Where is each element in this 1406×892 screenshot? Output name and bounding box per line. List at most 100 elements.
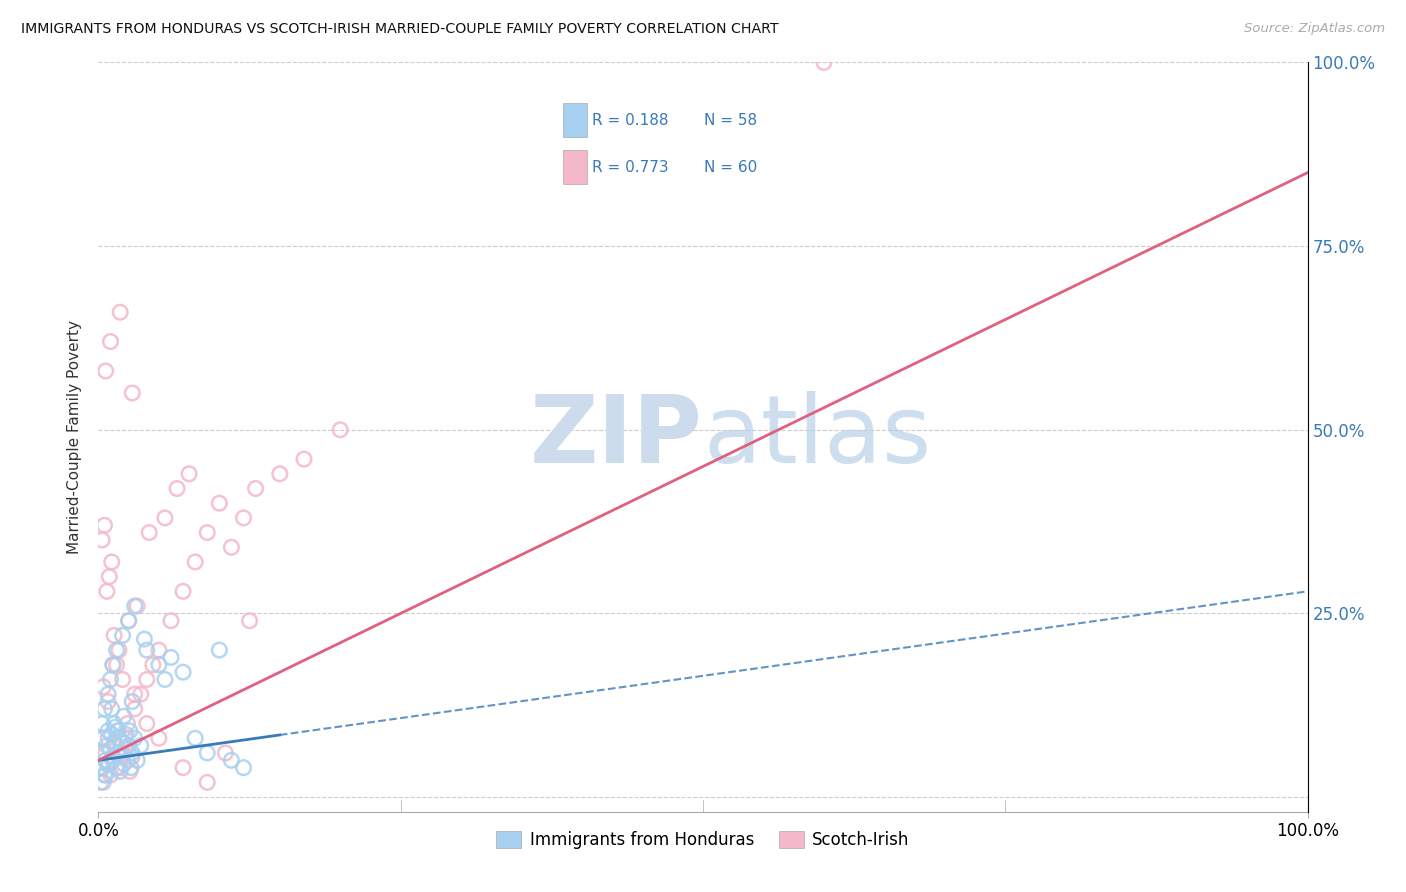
Point: [232, 761, 254, 775]
Point: [100, 702, 122, 716]
Point: [96, 756, 118, 771]
Point: [98, 756, 121, 771]
Point: [813, 55, 835, 70]
Point: [100, 728, 122, 742]
Point: [103, 735, 125, 749]
Point: [221, 753, 243, 767]
Point: [112, 709, 135, 723]
Point: [114, 731, 136, 746]
Text: ZIP: ZIP: [530, 391, 703, 483]
Point: [97, 723, 120, 738]
Point: [111, 673, 134, 687]
Point: [101, 657, 124, 672]
Point: [96, 739, 118, 753]
Point: [97, 731, 120, 746]
Point: [93, 768, 115, 782]
Point: [100, 768, 122, 782]
Point: [118, 739, 141, 753]
Point: [172, 584, 194, 599]
Point: [90, 761, 112, 775]
Point: [91, 761, 114, 775]
Point: [148, 657, 170, 672]
Point: [120, 761, 142, 775]
Point: [101, 657, 124, 672]
Point: [118, 764, 141, 779]
Point: [105, 643, 128, 657]
Point: [195, 775, 218, 789]
Point: [103, 628, 125, 642]
Point: [121, 746, 143, 760]
Point: [105, 761, 128, 775]
Point: [121, 749, 143, 764]
Point: [269, 467, 291, 481]
Point: [108, 764, 131, 779]
Point: [129, 739, 152, 753]
Point: [108, 643, 131, 657]
Point: [121, 694, 143, 708]
Point: [134, 632, 156, 646]
Point: [90, 775, 112, 789]
Point: [100, 334, 122, 349]
Point: [108, 731, 131, 746]
Point: [111, 746, 134, 760]
Point: [107, 746, 129, 760]
Point: [91, 716, 114, 731]
Y-axis label: Married-Couple Family Poverty: Married-Couple Family Poverty: [67, 320, 83, 554]
Point: [107, 723, 129, 738]
Point: [100, 742, 122, 756]
Point: [124, 687, 146, 701]
Point: [245, 482, 267, 496]
Point: [112, 756, 135, 771]
Point: [97, 687, 120, 701]
Point: [94, 768, 117, 782]
Point: [214, 746, 236, 760]
Point: [292, 452, 315, 467]
Point: [138, 525, 160, 540]
Point: [97, 694, 120, 708]
Point: [93, 518, 115, 533]
Point: [172, 665, 194, 680]
Point: [117, 716, 139, 731]
Point: [135, 716, 157, 731]
Point: [105, 657, 128, 672]
Point: [135, 643, 157, 657]
Point: [208, 496, 231, 510]
Point: [118, 614, 141, 628]
Text: Source: ZipAtlas.com: Source: ZipAtlas.com: [1244, 22, 1385, 36]
Point: [107, 723, 129, 738]
Point: [101, 753, 124, 767]
Point: [166, 482, 188, 496]
Point: [127, 753, 149, 767]
Point: [93, 702, 115, 716]
Point: [104, 739, 127, 753]
Point: [104, 720, 127, 734]
Point: [100, 555, 122, 569]
Point: [172, 761, 194, 775]
Text: atlas: atlas: [703, 391, 931, 483]
Point: [118, 723, 141, 738]
Point: [121, 386, 143, 401]
Point: [114, 742, 136, 756]
Point: [239, 614, 262, 628]
Point: [179, 467, 201, 481]
Point: [115, 728, 138, 742]
Point: [108, 761, 131, 775]
Point: [127, 599, 149, 613]
Point: [100, 673, 122, 687]
Point: [111, 735, 134, 749]
Point: [129, 687, 152, 701]
Point: [184, 555, 207, 569]
Point: [195, 525, 218, 540]
Point: [118, 614, 141, 628]
Point: [153, 511, 176, 525]
Point: [94, 746, 117, 760]
Point: [135, 673, 157, 687]
Point: [160, 650, 183, 665]
Point: [101, 749, 124, 764]
Text: IMMIGRANTS FROM HONDURAS VS SCOTCH-IRISH MARRIED-COUPLE FAMILY POVERTY CORRELATI: IMMIGRANTS FROM HONDURAS VS SCOTCH-IRISH…: [21, 22, 779, 37]
Point: [103, 716, 125, 731]
Point: [124, 599, 146, 613]
Point: [108, 305, 131, 319]
Point: [91, 775, 114, 789]
Point: [160, 614, 183, 628]
